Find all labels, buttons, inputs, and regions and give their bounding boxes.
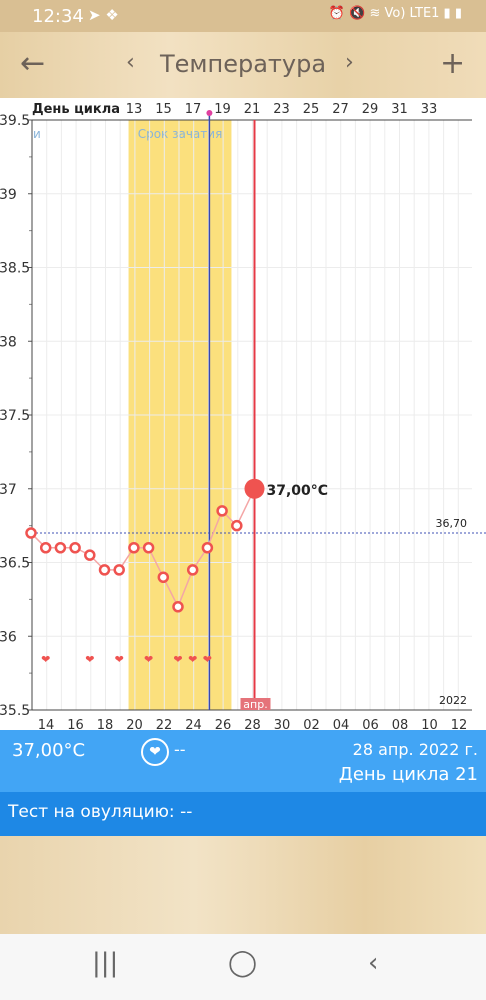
page-title: Температура [160, 50, 327, 78]
chart-svg[interactable]: Срок зачатия 35.5 36 36.5 37 37.5 38 38.5 39 39.5… [0, 98, 486, 733]
cycle-day: День цикла 21 [338, 764, 478, 785]
recents-icon[interactable]: ||| [92, 948, 119, 978]
notification-icons: ➤ ❖ [88, 6, 119, 24]
bottom-tick-label: 16 [67, 718, 84, 730]
y-tick-label: 39 [0, 187, 17, 203]
temperature-point [231, 519, 243, 532]
system-nav-bar: ||| ◯ ‹ [0, 934, 486, 1000]
y-tick-label: 38 [0, 334, 17, 350]
status-time: 12:34 [32, 6, 84, 27]
temperature-point [84, 549, 96, 561]
temperature-point [201, 542, 214, 554]
bottom-tick-label: 04 [333, 718, 350, 730]
bottom-tick-label: 08 [392, 718, 409, 730]
top-tick-label: 25 [303, 102, 320, 117]
top-tick-label: 19 [214, 102, 231, 117]
bottom-tick-label: 28 [244, 718, 261, 730]
bottom-tick-label: 06 [362, 718, 379, 730]
current-temperature-label: 37,00°C [267, 483, 329, 499]
bottom-tick-label: 30 [274, 718, 291, 730]
year-label: 2022 [439, 694, 467, 707]
top-tick-label: 13 [126, 102, 143, 117]
y-tick-label: 38.5 [0, 261, 30, 277]
top-tick-label: 27 [332, 102, 349, 117]
selected-date: 28 апр. 2022 г. [352, 740, 478, 759]
app-header: ← ‹ Температура › + [0, 32, 486, 98]
fertile-window-label: Срок зачатия [138, 127, 223, 141]
bottom-tick-label: 26 [215, 718, 232, 730]
y-tick-label: 35.5 [0, 703, 30, 719]
wood-background [0, 836, 486, 934]
y-tick-label: 36.5 [0, 556, 30, 572]
heart-icon[interactable]: ❤ [141, 738, 169, 766]
ovulation-test-bar[interactable]: Тест на овуляцию: -- [0, 792, 486, 836]
y-tick-label: 36 [0, 629, 17, 645]
top-tick-label: 21 [244, 102, 261, 117]
heart-marker-icon: ❤ [144, 653, 153, 666]
top-tick-label: 31 [391, 102, 408, 117]
heart-marker-icon: ❤ [173, 653, 182, 666]
heart-marker-icon: ❤ [41, 653, 50, 666]
back-icon[interactable]: ‹ [368, 948, 379, 978]
heart-marker-icon: ❤ [115, 653, 124, 666]
temperature-chart[interactable]: Срок зачатия 35.5 36 36.5 37 37.5 38 38.5 39 39.5… [0, 98, 486, 733]
left-edge-label: и [33, 127, 41, 141]
y-tick-label: 39.5 [0, 113, 30, 129]
top-tick-label: 23 [273, 102, 290, 117]
y-tick-label: 37 [0, 482, 17, 498]
chevron-left-icon[interactable]: ‹ [126, 50, 135, 75]
home-icon[interactable]: ◯ [228, 948, 258, 978]
ovulation-test-label: Тест на овуляцию: -- [8, 802, 193, 822]
heart-marker-icon: ❤ [188, 653, 197, 666]
temperature-point [113, 564, 125, 576]
heart-value: -- [174, 740, 186, 759]
bottom-tick-label: 20 [126, 718, 143, 730]
temperature-point [98, 564, 111, 576]
bottom-tick-label: 02 [303, 718, 320, 730]
current-temperature-point [244, 478, 265, 499]
temperature-point [157, 571, 170, 583]
top-tick-label: 17 [185, 102, 202, 117]
y-tick-label: 37.5 [0, 408, 30, 424]
back-arrow-icon[interactable]: ← [20, 46, 46, 81]
bottom-tick-label: 18 [97, 718, 114, 730]
month-marker-bg [240, 698, 271, 710]
temperature-point [54, 542, 67, 554]
top-tick-label: 29 [362, 102, 379, 117]
heart-marker-icon: ❤ [203, 653, 212, 666]
bottom-tick-label: 22 [156, 718, 173, 730]
status-bar: 12:34 ➤ ❖ ⏰ 🔇 ≋ Vo) LTE1 ▮ ▮ [0, 0, 486, 32]
top-tick-label: 33 [421, 102, 438, 117]
system-icons: ⏰ 🔇 ≋ Vo) LTE1 ▮ ▮ [328, 6, 462, 21]
bottom-tick-label: 24 [185, 718, 202, 730]
selected-temperature: 37,00°C [12, 740, 86, 761]
month-label: апр. [243, 698, 267, 711]
top-tick-label: 15 [155, 102, 172, 117]
temperature-point [25, 527, 37, 539]
temperature-point [142, 542, 155, 554]
bottom-tick-label: 10 [421, 718, 438, 730]
coverline-label: 36,70 [436, 517, 468, 530]
bottom-tick-label: 12 [451, 718, 468, 730]
temperature-point [128, 542, 140, 554]
ovulation-marker [206, 110, 213, 116]
temperature-point [172, 601, 184, 613]
temperature-point [69, 542, 81, 554]
add-plus-icon[interactable]: + [440, 46, 466, 81]
chevron-right-icon[interactable]: › [345, 50, 354, 75]
temperature-point [39, 542, 52, 554]
temperature-point [186, 564, 199, 576]
temperature-line [30, 488, 256, 609]
temperature-point [216, 505, 228, 517]
bottom-tick-label: 14 [38, 718, 55, 730]
day-info-bar: 37,00°C ❤ -- 28 апр. 2022 г. День цикла … [0, 730, 486, 792]
top-axis-label: День цикла [32, 102, 120, 117]
heart-marker-icon: ❤ [85, 653, 94, 666]
